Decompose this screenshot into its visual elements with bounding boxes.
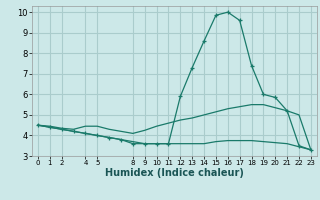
X-axis label: Humidex (Indice chaleur): Humidex (Indice chaleur) (105, 168, 244, 178)
